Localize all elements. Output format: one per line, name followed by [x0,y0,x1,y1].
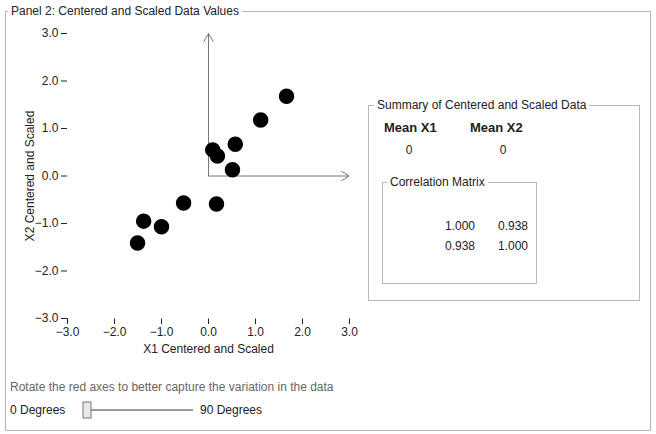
html-text:0.938: 0.938 [445,239,475,253]
html-text:90 Degrees: 90 Degrees [200,403,262,417]
svg-text:3.0: 3.0 [42,26,59,40]
svg-text:1.0: 1.0 [247,325,264,339]
svg-text:2.0: 2.0 [294,325,311,339]
svg-text:−3.0: −3.0 [35,311,59,325]
svg-text:−2.0: −2.0 [103,325,127,339]
svg-text:2.0: 2.0 [42,74,59,88]
svg-text:X2 Centered and Scaled: X2 Centered and Scaled [23,111,37,242]
svg-text:X1 Centered and Scaled: X1 Centered and Scaled [143,342,274,356]
html-text:Summary of Centered and Scaled: Summary of Centered and Scaled Data [377,98,587,112]
html-text:Mean X1: Mean X1 [384,120,437,135]
svg-text:−3.0: −3.0 [56,325,80,339]
html-text:Mean X2: Mean X2 [470,120,523,135]
html-text:0 Degrees: 0 Degrees [10,403,66,417]
svg-text:−1.0: −1.0 [150,325,174,339]
html-text:0.938: 0.938 [498,219,528,233]
html-text:Rotate the red axes to better: Rotate the red axes to better capture th… [10,380,334,394]
svg-text:1.0: 1.0 [42,121,59,135]
svg-text:0.0: 0.0 [200,325,217,339]
svg-text:3.0: 3.0 [341,325,358,339]
html-text:0: 0 [499,143,507,157]
html-text:1.000: 1.000 [445,219,475,233]
svg-text:−2.0: −2.0 [35,264,59,278]
html-text:Panel 2: Centered and Scaled D: Panel 2: Centered and Scaled Data Values [11,4,239,18]
svg-text:−1.0: −1.0 [35,216,59,230]
html-text:1.000: 1.000 [498,239,528,253]
html-text:Correlation Matrix: Correlation Matrix [390,175,485,189]
html-text:0: 0 [405,143,413,157]
svg-text:0.0: 0.0 [42,169,59,183]
